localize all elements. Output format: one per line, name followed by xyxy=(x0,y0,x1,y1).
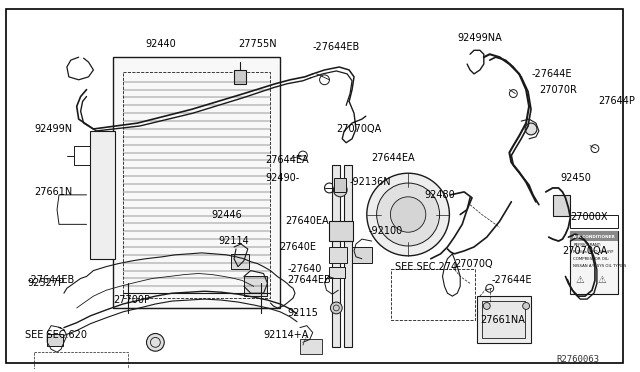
Bar xyxy=(90,131,115,259)
Text: 27755N: 27755N xyxy=(238,39,276,49)
Text: 27070QA: 27070QA xyxy=(563,246,608,256)
Text: 27640E: 27640E xyxy=(279,242,316,252)
Text: ⚠: ⚠ xyxy=(576,275,584,285)
Bar xyxy=(330,267,345,278)
Text: REFRIGERANT:: REFRIGERANT: xyxy=(573,243,602,247)
Bar xyxy=(570,231,618,294)
Bar xyxy=(570,215,618,228)
Bar xyxy=(330,247,347,263)
Text: NISSAN A/C SYS OIL TYPE S: NISSAN A/C SYS OIL TYPE S xyxy=(573,264,627,268)
Text: 27640EA: 27640EA xyxy=(285,217,329,227)
Circle shape xyxy=(330,302,342,314)
Text: 92114+A: 92114+A xyxy=(264,330,309,340)
Text: 27644EA: 27644EA xyxy=(372,154,415,163)
Text: SEE SEC.620: SEE SEC.620 xyxy=(24,330,86,340)
Text: 92527P: 92527P xyxy=(28,278,65,288)
Circle shape xyxy=(147,334,164,351)
Text: 27661N: 27661N xyxy=(35,187,73,197)
Bar xyxy=(244,276,268,296)
Circle shape xyxy=(333,183,347,197)
Bar xyxy=(231,254,249,269)
Text: 27644EB: 27644EB xyxy=(287,275,331,285)
Bar xyxy=(392,269,475,320)
Bar xyxy=(35,352,128,370)
Text: 27070R: 27070R xyxy=(539,84,577,94)
Text: 27700P: 27700P xyxy=(113,295,150,305)
Text: 92114: 92114 xyxy=(218,236,249,246)
Text: -27644EB: -27644EB xyxy=(28,275,75,285)
Bar xyxy=(123,72,271,298)
Text: 92480: 92480 xyxy=(425,190,456,200)
Circle shape xyxy=(390,197,426,232)
Bar xyxy=(47,334,63,346)
Text: 27661NA: 27661NA xyxy=(480,315,525,325)
Bar xyxy=(553,195,570,217)
Text: 27644P: 27644P xyxy=(598,96,635,106)
Text: 92115: 92115 xyxy=(287,308,318,318)
Text: 27644EA: 27644EA xyxy=(266,155,309,166)
Text: R-134a  HFO-1234YF: R-134a HFO-1234YF xyxy=(573,250,614,254)
Text: 92490-: 92490- xyxy=(266,173,300,183)
Text: -27640: -27640 xyxy=(287,264,321,273)
Text: SEE SEC.274: SEE SEC.274 xyxy=(396,262,458,272)
Bar xyxy=(330,221,353,241)
Text: AIR CONDITIONER: AIR CONDITIONER xyxy=(573,235,615,239)
Circle shape xyxy=(525,123,537,135)
Text: 92450: 92450 xyxy=(561,173,591,183)
Bar xyxy=(113,57,280,308)
Text: 92499N: 92499N xyxy=(35,124,72,134)
Text: 92499NA: 92499NA xyxy=(457,32,502,42)
Text: -27644E: -27644E xyxy=(492,275,532,285)
Bar xyxy=(234,70,246,84)
Text: -92100: -92100 xyxy=(369,226,403,236)
Circle shape xyxy=(523,302,529,310)
Text: 92446: 92446 xyxy=(211,209,242,219)
Text: COMPRESSOR OIL:: COMPRESSOR OIL: xyxy=(573,257,610,261)
Text: R2760063: R2760063 xyxy=(557,355,600,363)
Text: ⚠: ⚠ xyxy=(598,275,606,285)
Text: 27000X: 27000X xyxy=(570,212,608,222)
Bar xyxy=(344,165,352,347)
Text: 27070QA: 27070QA xyxy=(336,124,381,134)
Bar xyxy=(300,339,321,354)
Text: -92136N: -92136N xyxy=(349,177,391,187)
Bar xyxy=(477,296,531,343)
Bar xyxy=(570,231,618,241)
Text: -27644EB: -27644EB xyxy=(313,42,360,52)
Text: 92440: 92440 xyxy=(145,39,176,49)
Circle shape xyxy=(376,183,440,246)
Circle shape xyxy=(367,173,449,256)
Bar xyxy=(482,301,525,339)
Circle shape xyxy=(483,302,490,310)
Bar xyxy=(352,247,372,263)
Bar xyxy=(334,178,346,192)
Text: 27070Q: 27070Q xyxy=(454,259,493,269)
Bar xyxy=(332,165,340,347)
Text: -27644E: -27644E xyxy=(531,69,572,79)
